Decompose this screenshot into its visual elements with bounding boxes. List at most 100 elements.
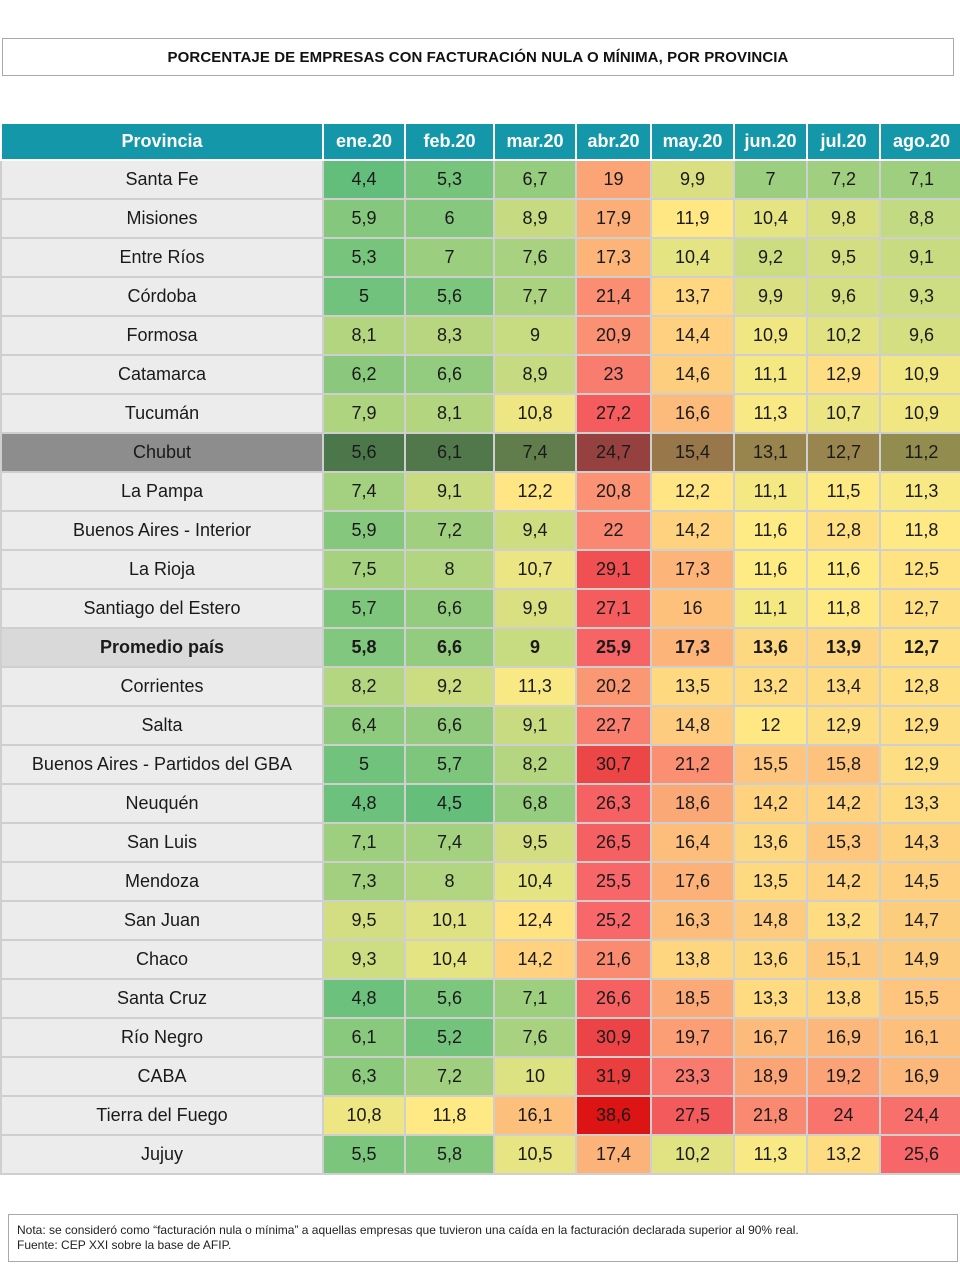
heat-cell: 18,6	[650, 783, 735, 824]
table-row: Chaco 9,3 10,4 14,2 21,6 13,8 13,6 15,1 14,9	[0, 939, 960, 980]
province-name: Buenos Aires - Interior	[0, 510, 324, 551]
heat-cell: 5,5	[322, 1134, 406, 1175]
province-name: Santa Fe	[0, 159, 324, 200]
table-row: Río Negro 6,1 5,2 7,6 30,9 19,7 16,7 16,9 16,1	[0, 1017, 960, 1058]
heat-cell: 11,1	[733, 588, 808, 629]
heat-cell: 9,2	[733, 237, 808, 278]
heat-cell: 16,1	[879, 1017, 960, 1058]
heat-cell: 8	[404, 549, 495, 590]
table-row: Santa Fe 4,4 5,3 6,7 19 9,9 7 7,2 7,1	[0, 159, 960, 200]
heat-cell: 13,6	[733, 627, 808, 668]
province-name: Santa Cruz	[0, 978, 324, 1019]
heat-cell: 14,5	[879, 861, 960, 902]
heat-cell: 14,8	[733, 900, 808, 941]
header-month: may.20	[650, 122, 735, 161]
heat-cell: 13,3	[733, 978, 808, 1019]
table-row: La Pampa 7,4 9,1 12,2 20,8 12,2 11,1 11,5 11,3	[0, 471, 960, 512]
heat-cell: 17,3	[650, 627, 735, 668]
heat-cell: 7,3	[322, 861, 406, 902]
heat-cell: 16,4	[650, 822, 735, 863]
heat-cell: 14,3	[879, 822, 960, 863]
heat-cell: 9,2	[404, 666, 495, 707]
heat-cell: 13,1	[733, 432, 808, 473]
heat-cell: 9,1	[879, 237, 960, 278]
heat-cell: 29,1	[575, 549, 652, 590]
heat-cell: 30,9	[575, 1017, 652, 1058]
heat-cell: 13,3	[879, 783, 960, 824]
heat-cell: 7,2	[404, 510, 495, 551]
heat-cell: 11,2	[879, 432, 960, 473]
heat-cell: 24,7	[575, 432, 652, 473]
heat-cell: 24,4	[879, 1095, 960, 1136]
table-row: Buenos Aires - Interior 5,9 7,2 9,4 22 14,2 11…	[0, 510, 960, 551]
source-text: Fuente: CEP XXI sobre la base de AFIP.	[17, 1238, 232, 1252]
heat-cell: 10,8	[493, 393, 577, 434]
heat-cell: 21,2	[650, 744, 735, 785]
heat-cell: 9,5	[493, 822, 577, 863]
heat-cell: 6,6	[404, 354, 495, 395]
heat-cell: 8,3	[404, 315, 495, 356]
heat-cell: 11,1	[733, 354, 808, 395]
heat-cell: 5,6	[322, 432, 406, 473]
heat-cell: 21,6	[575, 939, 652, 980]
heat-cell: 24	[806, 1095, 881, 1136]
heat-cell: 19,7	[650, 1017, 735, 1058]
heat-cell: 13,8	[806, 978, 881, 1019]
heat-cell: 7,2	[806, 159, 881, 200]
province-name: CABA	[0, 1056, 324, 1097]
heat-cell: 10,9	[879, 393, 960, 434]
heat-cell: 7	[404, 237, 495, 278]
heat-cell: 8,2	[493, 744, 577, 785]
heat-cell: 5	[322, 744, 406, 785]
table-row: Formosa 8,1 8,3 9 20,9 14,4 10,9 10,2 9,6	[0, 315, 960, 356]
table-row: San Luis 7,1 7,4 9,5 26,5 16,4 13,6 15,3 14,3	[0, 822, 960, 863]
heat-cell: 9,5	[322, 900, 406, 941]
province-name: La Rioja	[0, 549, 324, 590]
heat-cell: 11,8	[806, 588, 881, 629]
heat-cell: 7,1	[322, 822, 406, 863]
heat-cell: 16,9	[879, 1056, 960, 1097]
heat-cell: 5,9	[322, 510, 406, 551]
heat-cell: 26,5	[575, 822, 652, 863]
heat-cell: 6,2	[322, 354, 406, 395]
heat-cell: 17,6	[650, 861, 735, 902]
heat-cell: 4,4	[322, 159, 406, 200]
heat-cell: 14,4	[650, 315, 735, 356]
heat-cell: 17,3	[650, 549, 735, 590]
heat-cell: 26,6	[575, 978, 652, 1019]
heat-cell: 5,9	[322, 198, 406, 239]
table-row: San Juan 9,5 10,1 12,4 25,2 16,3 14,8 13,2 14,7	[0, 900, 960, 941]
heat-cell: 10,1	[404, 900, 495, 941]
table-row: Santiago del Estero 5,7 6,6 9,9 27,1 16 11,1 11…	[0, 588, 960, 629]
heat-cell: 25,2	[575, 900, 652, 941]
heat-cell: 5,3	[322, 237, 406, 278]
heat-cell: 14,2	[806, 861, 881, 902]
heat-cell: 11,9	[650, 198, 735, 239]
heat-cell: 16,9	[806, 1017, 881, 1058]
header-provincia: Provincia	[0, 122, 324, 161]
heat-cell: 11,6	[806, 549, 881, 590]
heat-cell: 10,2	[806, 315, 881, 356]
header-month: abr.20	[575, 122, 652, 161]
heat-cell: 20,8	[575, 471, 652, 512]
table-row: La Rioja 7,5 8 10,7 29,1 17,3 11,6 11,6 12,5	[0, 549, 960, 590]
table-row: Córdoba 5 5,6 7,7 21,4 13,7 9,9 9,6 9,3	[0, 276, 960, 317]
table-row: Chubut 5,6 6,1 7,4 24,7 15,4 13,1 12,7 11,2	[0, 432, 960, 473]
table-row: Catamarca 6,2 6,6 8,9 23 14,6 11,1 12,9 10,9	[0, 354, 960, 395]
heat-cell: 9,1	[404, 471, 495, 512]
heat-cell: 18,9	[733, 1056, 808, 1097]
heat-cell: 9,9	[493, 588, 577, 629]
header-month: mar.20	[493, 122, 577, 161]
heat-cell: 16,6	[650, 393, 735, 434]
chart-title: PORCENTAJE DE EMPRESAS CON FACTURACIÓN N…	[2, 38, 954, 76]
heat-cell: 7,4	[404, 822, 495, 863]
heat-cell: 9,6	[806, 276, 881, 317]
heat-cell: 13,2	[806, 1134, 881, 1175]
province-name: La Pampa	[0, 471, 324, 512]
province-name: Río Negro	[0, 1017, 324, 1058]
heat-cell: 14,7	[879, 900, 960, 941]
heat-cell: 20,9	[575, 315, 652, 356]
heat-cell: 5,2	[404, 1017, 495, 1058]
table-row: Neuquén 4,8 4,5 6,8 26,3 18,6 14,2 14,2 13,3	[0, 783, 960, 824]
heat-cell: 6,7	[493, 159, 577, 200]
